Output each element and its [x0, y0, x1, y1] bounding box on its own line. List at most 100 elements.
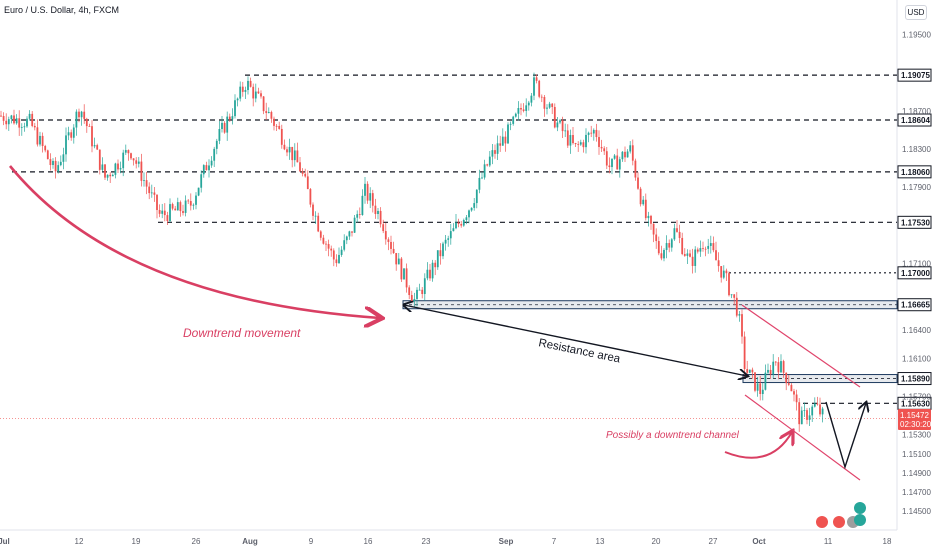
resistance-arrow: [404, 305, 747, 376]
y-tick-label: 1.17900: [902, 183, 931, 192]
x-tick-label: 27: [709, 537, 718, 546]
downtrend-curve: [8, 165, 380, 318]
candle-body: [228, 116, 231, 120]
candle-body: [314, 215, 317, 217]
candle-body: [304, 173, 307, 177]
candle-body: [787, 383, 790, 385]
candle-body: [577, 144, 580, 145]
x-axis-labels: Jul 12 19 26 Aug 9 16 23 Sep 7 13 20 27 Oct 11 18: [0, 537, 892, 546]
candle-body: [10, 115, 13, 120]
y-tick-label: 1.15300: [902, 431, 931, 440]
candle-body: [569, 135, 572, 146]
candle-body: [457, 222, 460, 225]
candle-body: [395, 253, 398, 265]
candle-body: [533, 77, 535, 96]
channel-label: Possibly a downtrend channel: [606, 430, 740, 441]
candle-body: [652, 223, 655, 235]
level-tag: [897, 68, 932, 82]
candle-body: [205, 165, 208, 171]
candle-body: [821, 408, 824, 415]
symbol-title[interactable]: Euro / U.S. Dollar, 4h, FXCM: [4, 5, 120, 15]
candle-body: [405, 268, 408, 288]
candle-body: [119, 168, 122, 170]
candle-body: [561, 120, 564, 132]
candle-body: [509, 123, 512, 125]
candle-body: [96, 145, 99, 150]
candle-body: [153, 192, 156, 195]
candle-body: [629, 145, 632, 152]
x-tick-label: 18: [883, 537, 892, 546]
candle-body: [644, 199, 647, 219]
candle-body: [631, 145, 634, 161]
x-tick-label: 26: [192, 537, 201, 546]
candle-body: [735, 297, 738, 316]
candle-body: [699, 248, 702, 252]
candle-body: [377, 210, 379, 215]
candle-body: [668, 243, 671, 248]
candle-body: [551, 103, 554, 107]
candle-body: [124, 150, 127, 153]
candle-body: [725, 270, 728, 274]
candle-body: [384, 231, 387, 240]
candle-body: [130, 153, 132, 159]
candle-body: [491, 150, 494, 157]
candle-body: [33, 125, 36, 128]
candle-body: [795, 394, 798, 403]
candle-body: [309, 189, 312, 205]
candle-body: [475, 189, 478, 204]
candle-body: [566, 130, 569, 146]
candle-body: [657, 241, 660, 254]
event-flag-icon: [854, 514, 866, 526]
candle-body: [717, 260, 720, 267]
candle-body: [98, 149, 101, 170]
y-tick-label: 1.18700: [902, 107, 931, 116]
level-label: 1.19075: [901, 71, 930, 80]
y-tick-label: 1.16100: [902, 355, 931, 364]
candle-body: [772, 361, 775, 375]
candle-body: [468, 210, 470, 218]
candle-body: [348, 231, 351, 237]
candle-body: [494, 150, 496, 154]
candle-body: [392, 248, 395, 254]
candle-body: [114, 163, 117, 175]
candle-body: [621, 151, 624, 160]
candle-body: [36, 127, 39, 145]
level-label: 1.15630: [901, 399, 930, 408]
candle-body: [553, 106, 556, 128]
candle-body: [184, 200, 187, 213]
level-tag: [897, 298, 932, 312]
candle-body: [782, 361, 785, 373]
candle-body: [179, 202, 182, 212]
candle-body: [353, 217, 356, 233]
candle-body: [720, 266, 723, 278]
level-tag: [897, 372, 932, 386]
candle-body: [808, 415, 811, 420]
y-tick-label: 1.19500: [902, 31, 931, 40]
candle-body: [790, 384, 793, 392]
level-label: 1.18604: [901, 116, 930, 125]
candle-body: [39, 135, 41, 145]
candle-body: [590, 132, 593, 134]
candle-body: [132, 158, 135, 161]
candle-body: [330, 248, 333, 251]
candle-body: [618, 159, 621, 170]
candle-body: [5, 120, 8, 125]
candle-body: [585, 134, 587, 148]
currency-button[interactable]: USD: [905, 5, 927, 20]
candle-body: [514, 113, 517, 117]
candle-body: [647, 215, 650, 219]
candle-body: [819, 404, 821, 415]
candle-body: [603, 148, 606, 152]
channel-lower: [744, 394, 861, 481]
candle-body: [548, 103, 551, 108]
current-price-tag: [898, 409, 931, 430]
candle-body: [145, 180, 148, 187]
event-icons[interactable]: [816, 502, 866, 528]
candle-body: [595, 129, 598, 138]
candle-body: [291, 146, 294, 161]
level-tag: [897, 215, 932, 229]
candle-body: [738, 314, 741, 316]
candle-body: [65, 135, 67, 155]
candle-body: [605, 151, 608, 166]
